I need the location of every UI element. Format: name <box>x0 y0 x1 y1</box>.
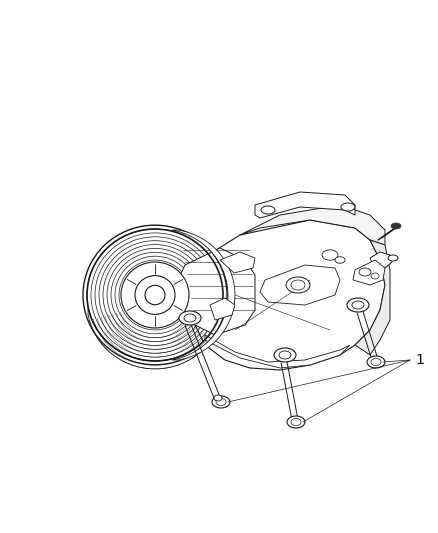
Polygon shape <box>260 265 340 305</box>
Ellipse shape <box>279 351 291 359</box>
Polygon shape <box>255 192 355 218</box>
Polygon shape <box>192 220 385 370</box>
Ellipse shape <box>335 257 345 263</box>
Ellipse shape <box>214 395 222 401</box>
Ellipse shape <box>367 356 385 368</box>
Ellipse shape <box>388 255 398 261</box>
Ellipse shape <box>145 285 165 305</box>
Ellipse shape <box>274 348 296 362</box>
Polygon shape <box>88 306 222 369</box>
Ellipse shape <box>216 399 226 406</box>
Ellipse shape <box>359 268 371 276</box>
Polygon shape <box>353 260 385 285</box>
Polygon shape <box>210 298 235 320</box>
Polygon shape <box>205 335 350 368</box>
Polygon shape <box>172 230 235 360</box>
Polygon shape <box>175 248 255 335</box>
Polygon shape <box>220 252 255 273</box>
Ellipse shape <box>261 206 275 214</box>
Ellipse shape <box>135 276 175 314</box>
Ellipse shape <box>291 418 301 425</box>
Ellipse shape <box>287 416 305 428</box>
Polygon shape <box>240 205 385 245</box>
Ellipse shape <box>352 301 364 309</box>
Ellipse shape <box>371 359 381 366</box>
Ellipse shape <box>286 277 310 293</box>
Polygon shape <box>370 252 392 268</box>
Polygon shape <box>355 240 390 355</box>
Ellipse shape <box>322 250 338 260</box>
Ellipse shape <box>179 311 201 325</box>
Ellipse shape <box>391 223 401 229</box>
Text: 1: 1 <box>415 353 424 367</box>
Ellipse shape <box>121 262 189 328</box>
Ellipse shape <box>291 280 305 290</box>
Ellipse shape <box>341 203 355 211</box>
Ellipse shape <box>184 314 196 322</box>
Ellipse shape <box>347 298 369 312</box>
Ellipse shape <box>371 273 379 279</box>
Ellipse shape <box>212 396 230 408</box>
